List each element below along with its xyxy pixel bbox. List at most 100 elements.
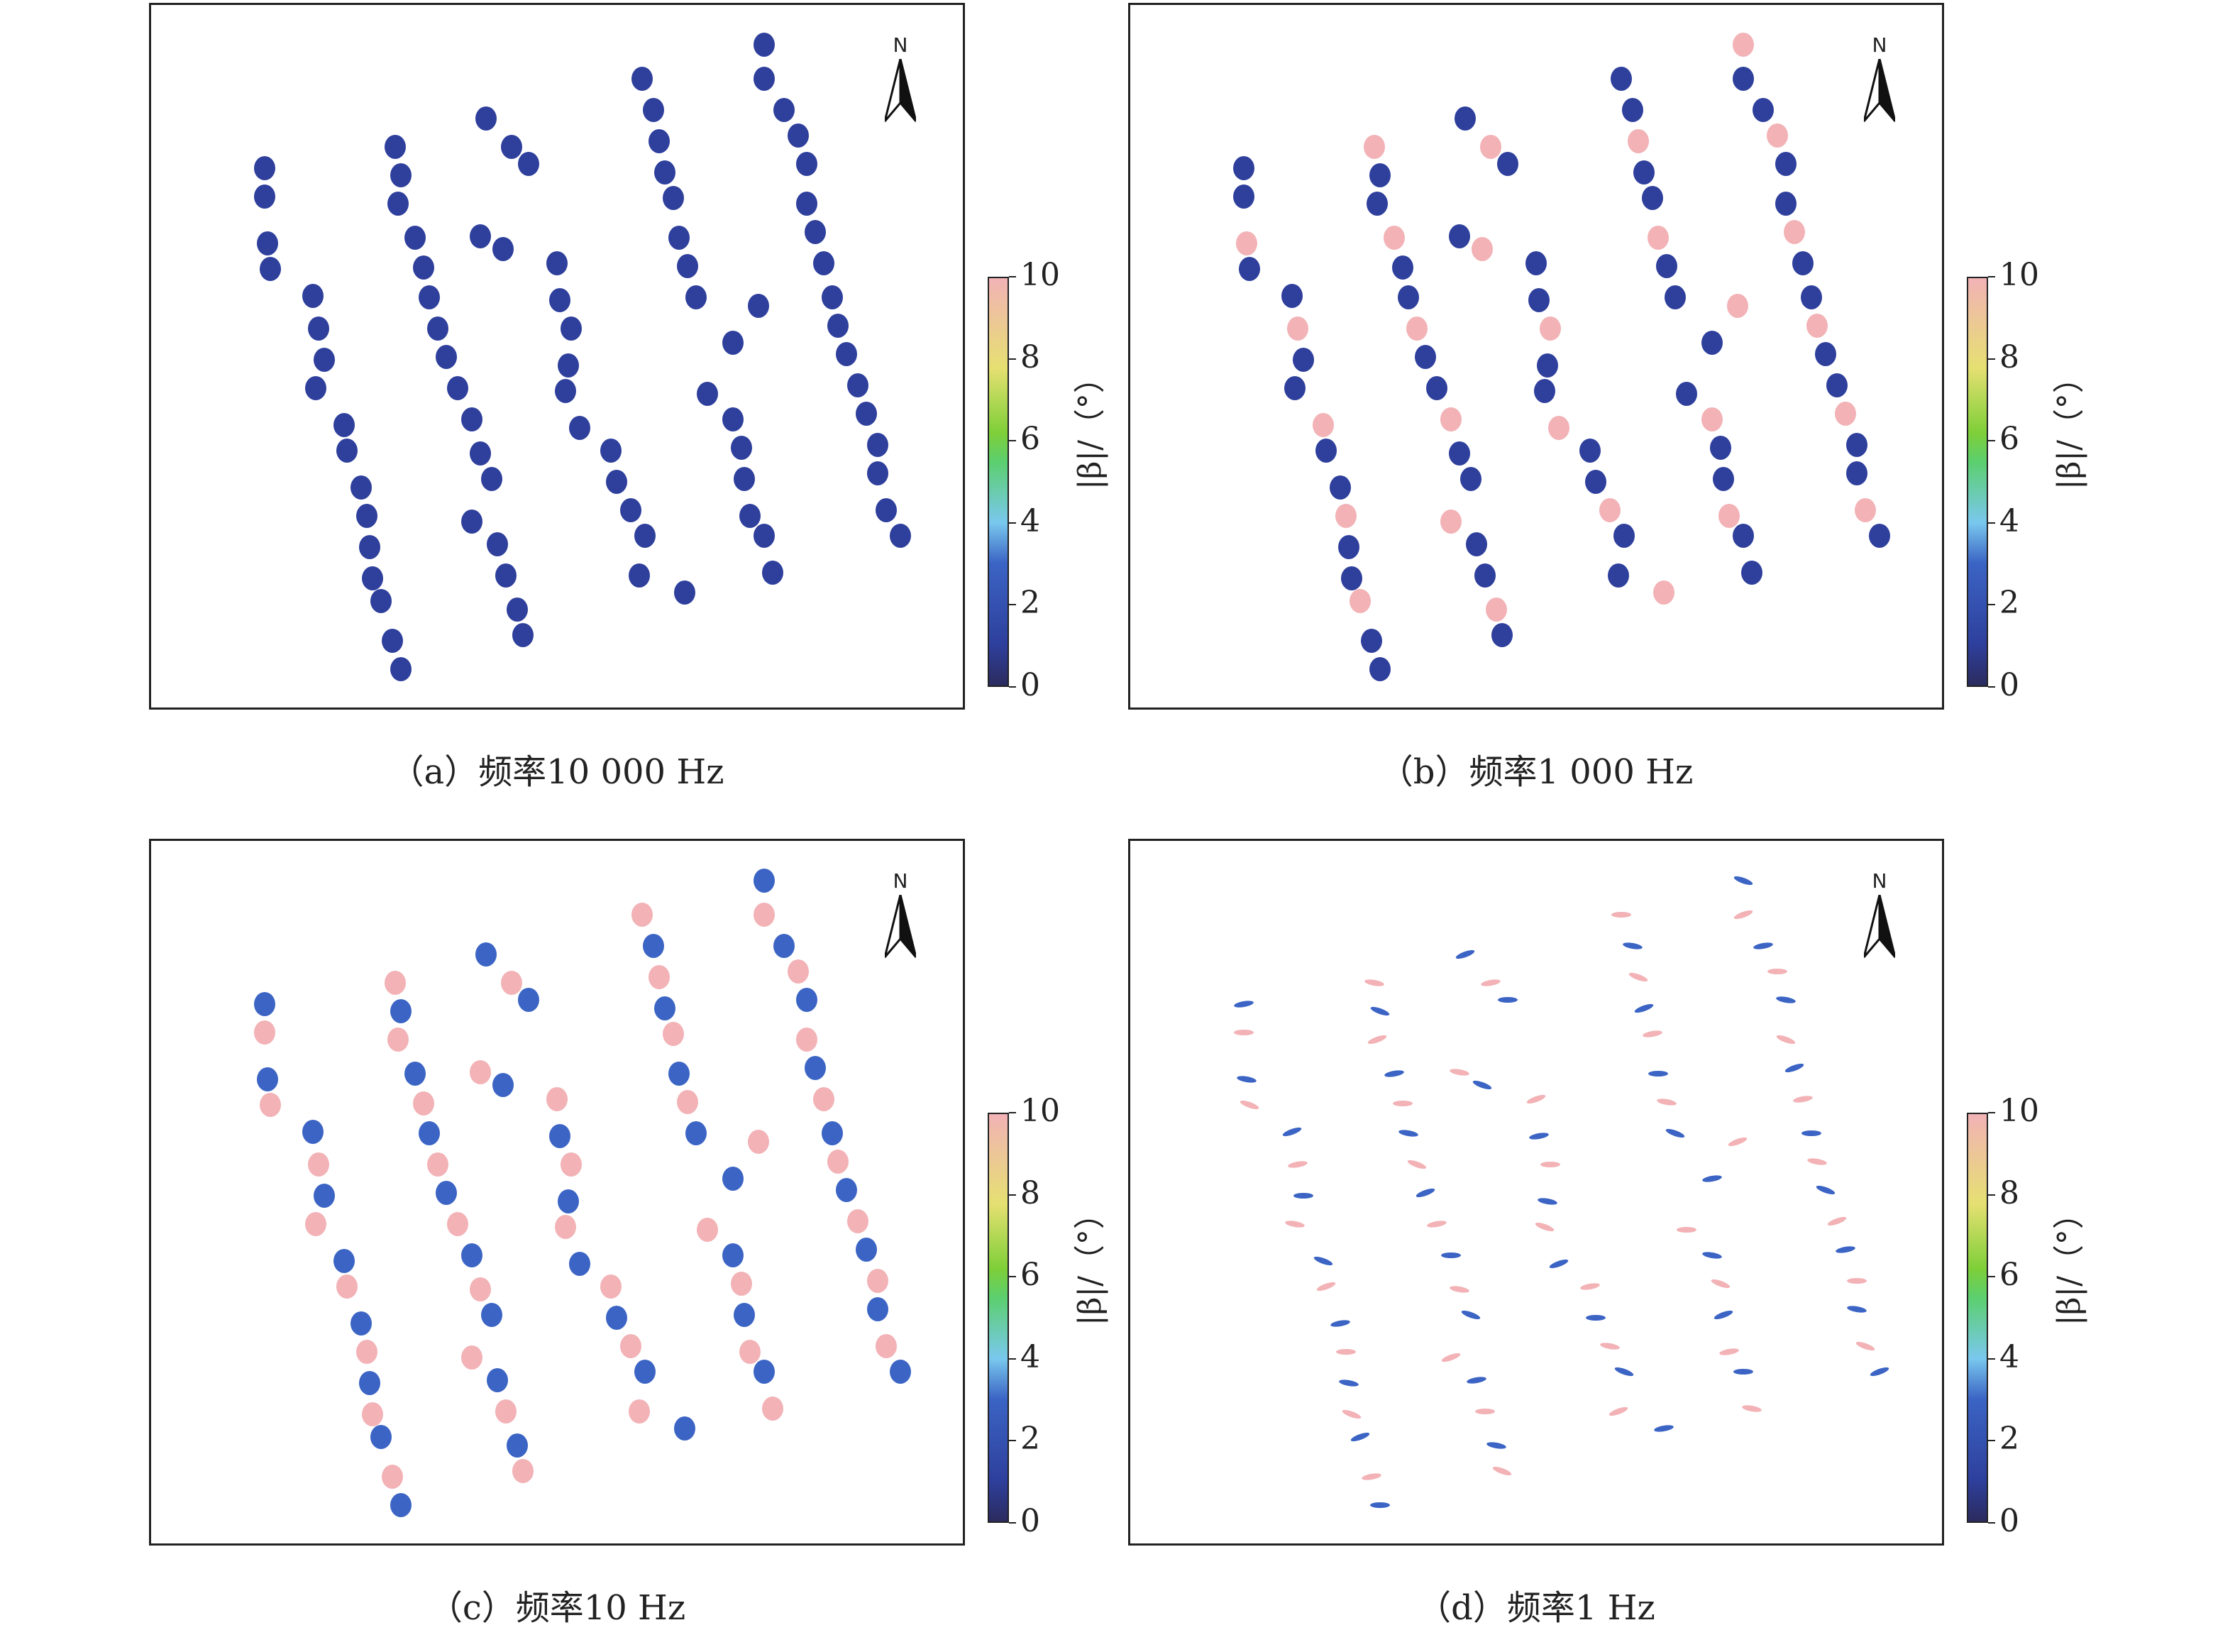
phase-tensor-ellipse	[1526, 1094, 1546, 1104]
phase-tensor-ellipse	[1449, 224, 1470, 248]
phase-tensor-ellipse	[1846, 461, 1867, 485]
phase-tensor-ellipse	[1776, 1035, 1796, 1045]
colorbar-tick	[1988, 1358, 1995, 1360]
phase-tensor-ellipse	[549, 288, 570, 312]
phase-tensor-ellipse	[1370, 1502, 1390, 1508]
phase-tensor-ellipse	[1653, 580, 1674, 605]
phase-tensor-ellipse	[387, 1028, 409, 1052]
phase-tensor-ellipse	[762, 1397, 783, 1421]
phase-tensor-ellipse	[1497, 152, 1518, 176]
phase-tensor-ellipse	[427, 316, 448, 341]
phase-tensor-ellipse	[518, 988, 539, 1012]
phase-tensor-ellipse	[1384, 226, 1405, 250]
phase-tensor-ellipse	[546, 251, 568, 275]
phase-tensor-ellipse	[796, 192, 817, 216]
phase-tensor-ellipse	[606, 470, 627, 494]
phase-tensor-ellipse	[487, 1368, 508, 1392]
phase-tensor-ellipse	[1608, 1406, 1628, 1416]
phase-tensor-ellipse	[1449, 441, 1470, 466]
colorbar-tick-label: 6	[1999, 1257, 2019, 1294]
phase-tensor-ellipse	[643, 934, 664, 958]
phase-tensor-ellipse	[1714, 1310, 1733, 1320]
colorbar-tick	[1988, 358, 1995, 360]
colorbar-tick	[1988, 1440, 1995, 1442]
phase-tensor-ellipse	[631, 903, 653, 927]
colorbar-tick-label: 6	[1999, 421, 2019, 458]
colorbar-tick	[1988, 522, 1995, 524]
phase-tensor-ellipse	[555, 1215, 576, 1239]
phase-tensor-ellipse	[697, 1218, 718, 1242]
phase-tensor-ellipse	[788, 959, 809, 984]
phase-tensor-ellipse	[754, 524, 775, 548]
phase-tensor-ellipse	[722, 1243, 744, 1267]
phase-tensor-ellipse	[1784, 1063, 1804, 1073]
phase-tensor-ellipse	[1801, 285, 1822, 309]
phase-tensor-ellipse	[1579, 439, 1601, 463]
phase-tensor-ellipse	[754, 903, 775, 927]
phase-tensor-ellipse	[302, 1120, 324, 1144]
phase-tensor-ellipse	[512, 623, 534, 647]
colorbar-tick	[1009, 276, 1016, 277]
phase-tensor-ellipse	[847, 1209, 868, 1233]
colorbar-tick-label: 8	[1999, 1174, 2019, 1211]
phase-tensor-ellipse	[1801, 1130, 1821, 1136]
phase-tensor-ellipse	[1455, 949, 1475, 959]
phase-tensor-ellipse	[1467, 1377, 1486, 1384]
colorbar-tick-label: 6	[1020, 421, 1040, 458]
phase-tensor-ellipse	[501, 135, 522, 159]
phase-tensor-ellipse	[731, 436, 752, 460]
phase-tensor-ellipse	[569, 416, 590, 440]
phase-tensor-ellipse	[1240, 1100, 1259, 1110]
phase-tensor-ellipse	[390, 163, 412, 187]
colorbar-tick-label: 2	[1020, 1421, 1040, 1458]
phase-tensor-ellipse	[1733, 876, 1753, 886]
phase-tensor-ellipse	[370, 589, 392, 613]
phase-tensor-ellipse	[1846, 433, 1867, 457]
phase-tensor-ellipse	[1313, 1256, 1333, 1266]
north-arrow: N	[879, 869, 922, 958]
phase-tensor-ellipse	[427, 1152, 448, 1177]
phase-tensor-ellipse	[762, 561, 783, 585]
phase-tensor-ellipse	[1335, 504, 1357, 528]
phase-tensor-ellipse	[734, 467, 755, 491]
phase-tensor-ellipse	[1393, 1101, 1413, 1106]
phase-tensor-ellipse	[314, 348, 335, 372]
phase-tensor-ellipse	[739, 504, 761, 528]
phase-tensor-ellipse	[643, 98, 664, 122]
phase-tensor-ellipse	[475, 106, 497, 131]
phase-tensor-ellipse	[1370, 1006, 1390, 1016]
phase-tensor-ellipse	[1540, 1162, 1560, 1167]
colorbar-tick	[1009, 1440, 1016, 1442]
phase-tensor-ellipse	[1534, 379, 1555, 403]
phase-tensor-ellipse	[1614, 1367, 1634, 1377]
phase-tensor-ellipse	[333, 413, 355, 437]
phase-tensor-ellipse	[390, 999, 412, 1023]
phase-tensor-ellipse	[668, 1062, 690, 1086]
phase-tensor-ellipse	[1441, 1252, 1461, 1258]
phase-tensor-ellipse	[805, 1056, 826, 1080]
ellipse-map-c	[254, 869, 911, 1517]
phase-tensor-ellipse	[382, 629, 403, 653]
phase-tensor-ellipse	[748, 294, 769, 318]
phase-tensor-ellipse	[254, 1020, 275, 1045]
phase-tensor-ellipse	[1486, 598, 1507, 622]
phase-tensor-ellipse	[1313, 413, 1334, 437]
phase-tensor-ellipse	[1711, 1279, 1731, 1289]
phase-tensor-ellipse	[305, 1212, 326, 1236]
colorbar-tick	[1988, 604, 1995, 606]
colorbar-tick-label: 2	[1999, 1421, 2019, 1458]
colorbar-tick-label: 10	[1020, 1093, 1060, 1129]
phase-tensor-ellipse	[1733, 67, 1754, 91]
phase-tensor-ellipse	[447, 1212, 468, 1236]
colorbar-tick-label: 10	[1999, 1093, 2039, 1129]
phase-tensor-ellipse	[356, 504, 377, 528]
phase-tensor-ellipse	[1701, 331, 1723, 355]
phase-tensor-ellipse	[308, 1152, 329, 1177]
phase-tensor-ellipse	[1753, 942, 1773, 949]
panel-a: N |β|/（°） （a）频率10 000 Hz	[0, 0, 1108, 816]
phase-tensor-ellipse	[734, 1303, 755, 1327]
phase-tensor-ellipse	[827, 314, 849, 338]
caption-a: （a）频率10 000 Hz	[390, 752, 724, 792]
phase-tensor-ellipse	[1538, 1198, 1557, 1205]
phase-tensor-ellipse	[1492, 1466, 1512, 1476]
